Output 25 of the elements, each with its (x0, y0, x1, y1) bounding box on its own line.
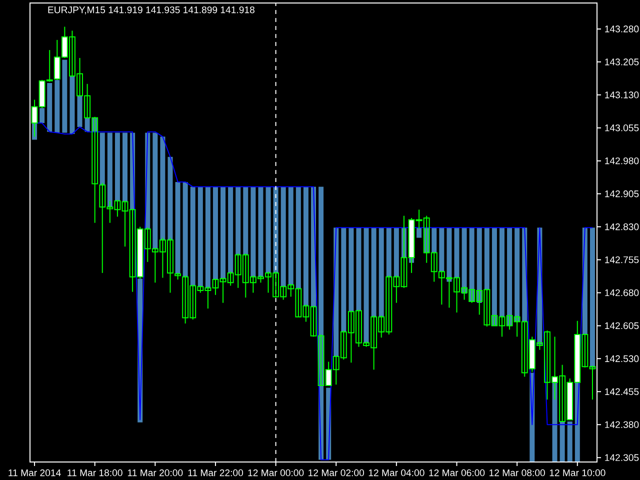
y-tick-label: 142.905 (605, 190, 639, 198)
y-tick-label: 142.980 (605, 157, 639, 164)
y-tick-label: 143.055 (605, 124, 639, 132)
chart-title: EURJPY,M15 141.919 141.935 141.899 141.918 (48, 6, 254, 14)
x-tick-label: 11 Mar 2014 (8, 469, 61, 476)
x-tick-label: 12 Mar 10:00 (550, 469, 606, 476)
y-tick-label: 142.605 (605, 322, 639, 330)
x-tick-label: 11 Mar 18:00 (68, 469, 122, 476)
y-tick-label: 142.455 (605, 388, 639, 396)
x-tick-label: 11 Mar 22:00 (188, 469, 244, 476)
y-tick-label: 143.130 (605, 92, 639, 98)
x-tick-label: 12 Mar 08:00 (490, 469, 545, 476)
x-tick-label: 12 Mar 02:00 (308, 469, 364, 476)
x-tick-label: 11 Mar 20:00 (128, 469, 183, 476)
y-tick-label: 143.280 (605, 26, 639, 32)
y-tick-label: 142.380 (605, 421, 639, 428)
y-tick-label: 142.530 (605, 355, 639, 362)
x-tick-label: 12 Mar 00:00 (248, 469, 304, 476)
y-tick-label: 142.680 (605, 289, 639, 296)
x-tick-label: 12 Mar 06:00 (429, 469, 485, 476)
y-tick-label: 142.305 (605, 454, 639, 461)
x-tick-label: 12 Mar 04:00 (368, 469, 424, 476)
y-tick-label: 143.205 (605, 58, 639, 66)
y-tick-label: 142.830 (605, 223, 639, 230)
y-tick-label: 142.755 (605, 256, 639, 264)
